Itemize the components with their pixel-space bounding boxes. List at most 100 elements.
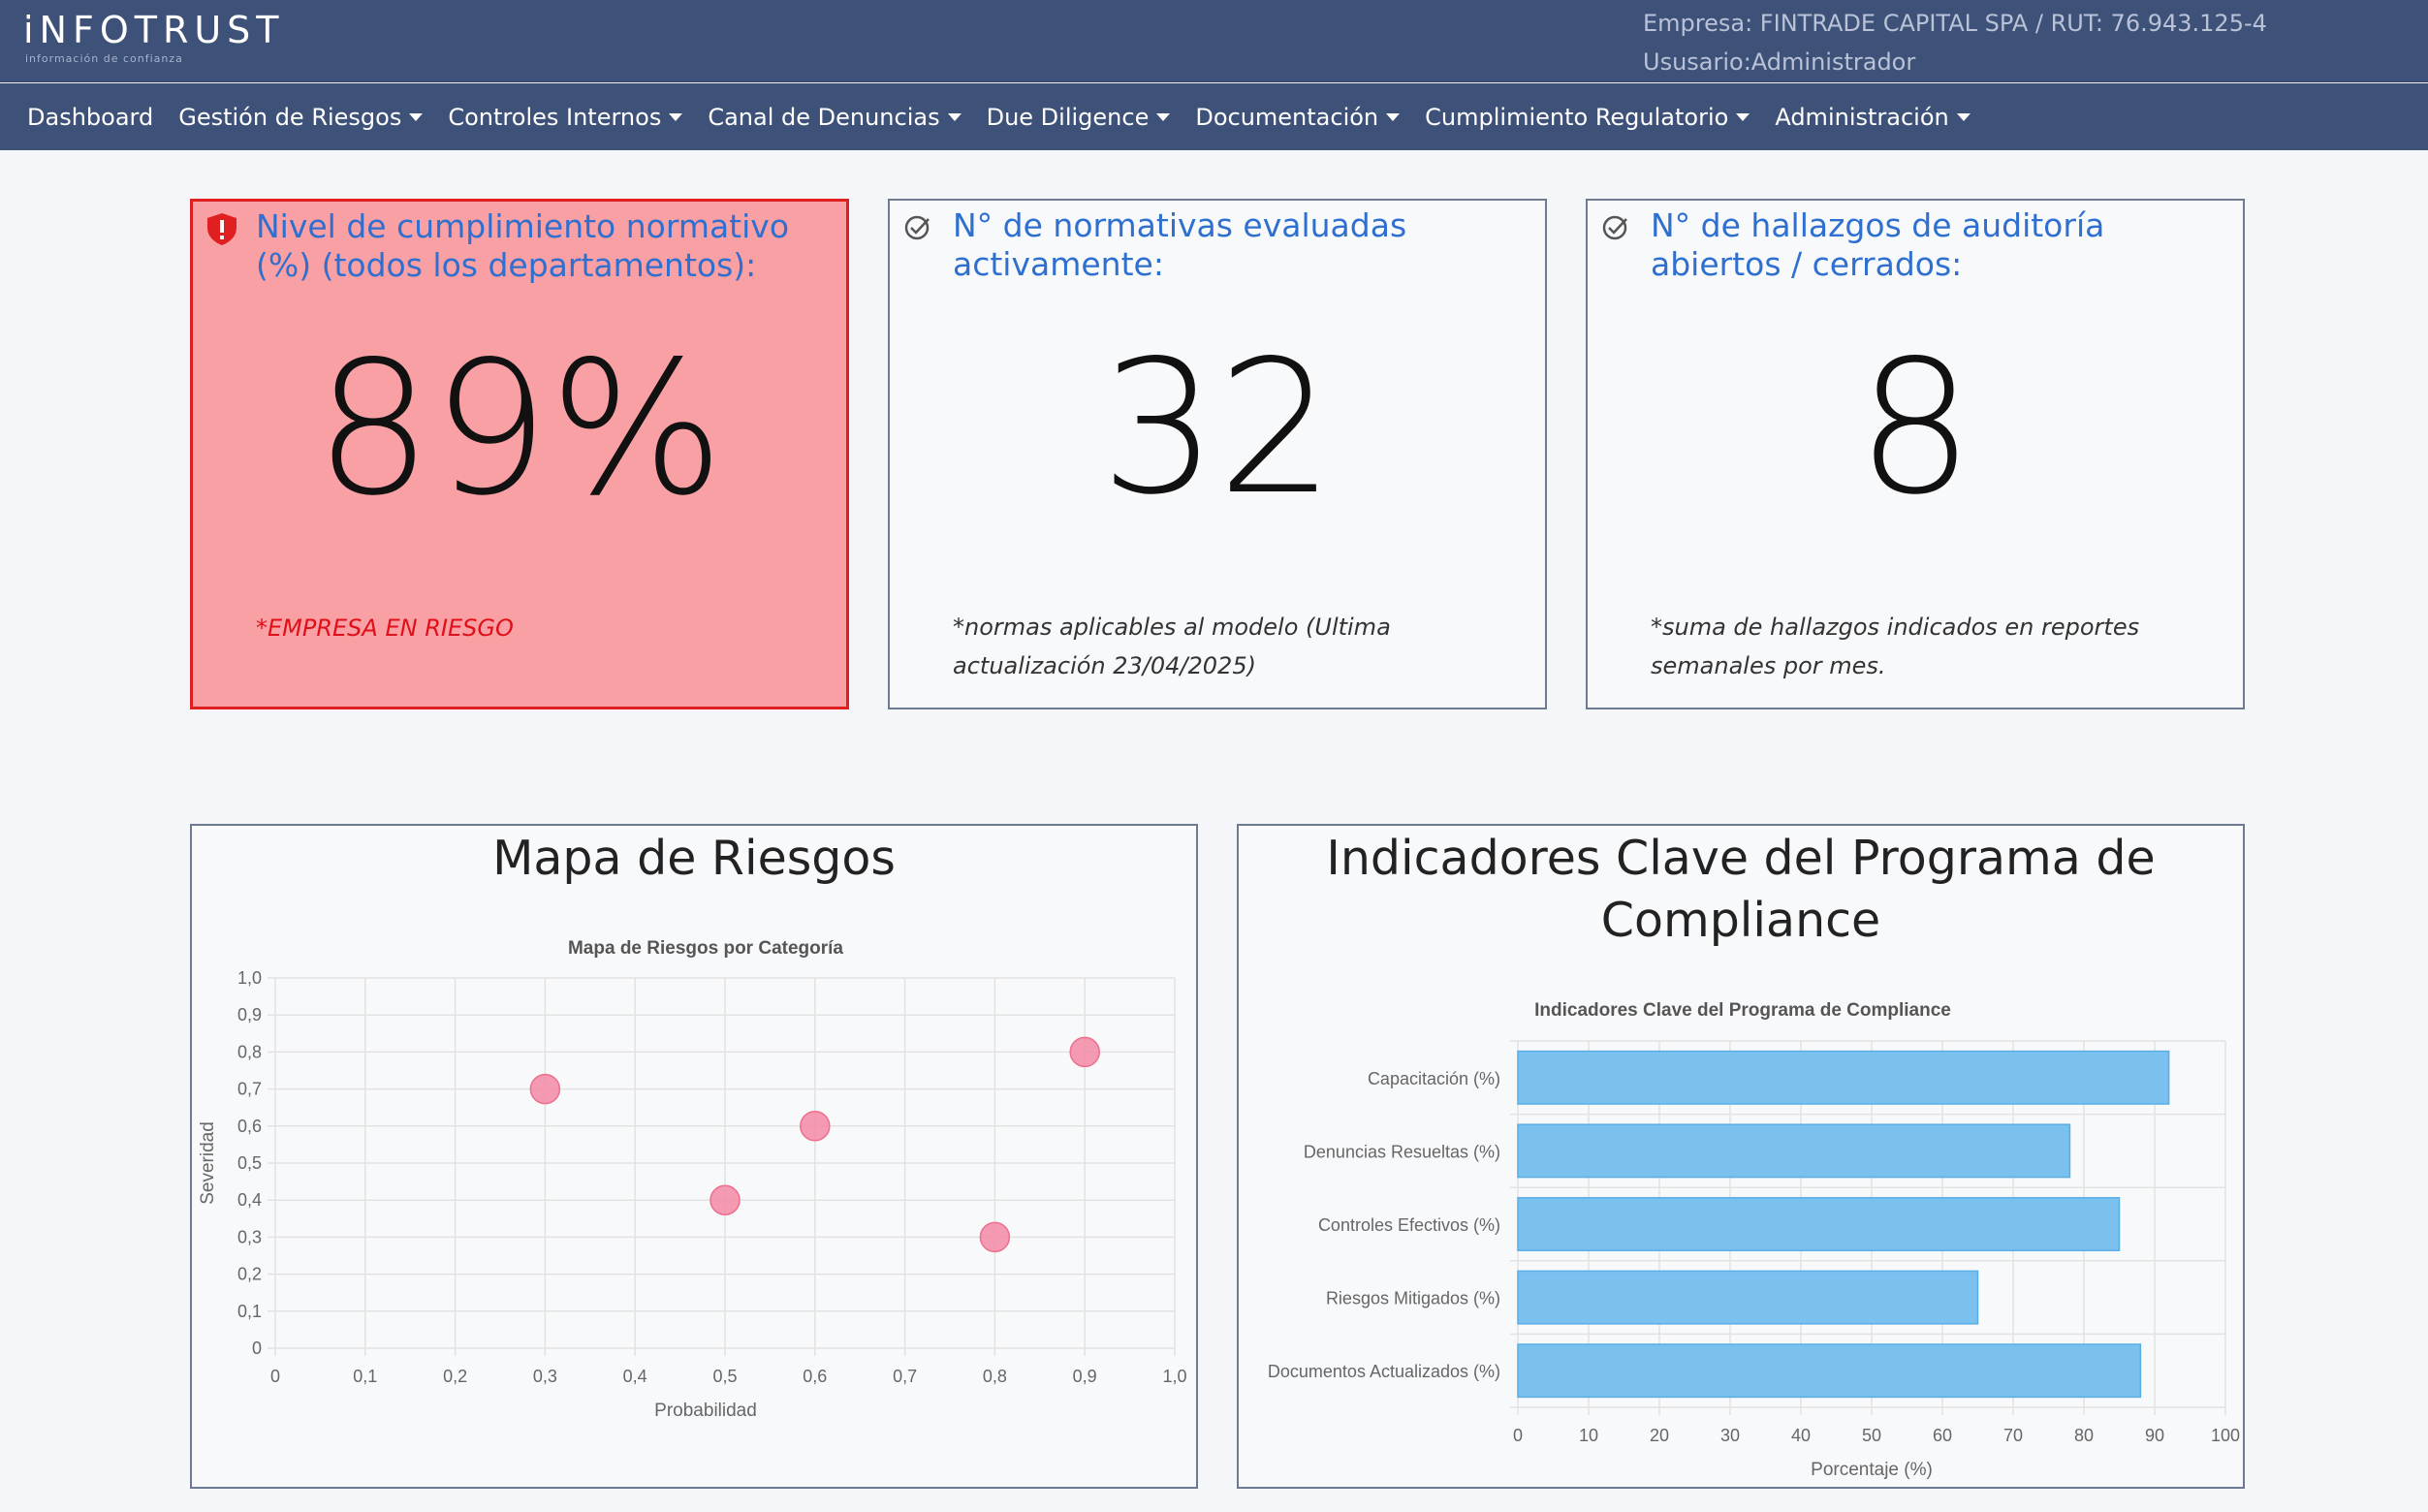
company-line: Empresa: FINTRADE CAPITAL SPA / RUT: 76.… (1643, 10, 2267, 37)
risk-point (709, 1184, 741, 1215)
risk-map-panel: Mapa de Riesgos Mapa de Riesgos por Cate… (190, 824, 1198, 1489)
x-tick-label: 1,0 (1162, 1367, 1186, 1386)
nav-item-label: Controles Internos (448, 103, 662, 131)
kpi-note: *normas aplicables al modelo (Ultima act… (953, 614, 1391, 679)
nav-item-gestion-de-riesgos[interactable]: Gestión de Riesgos (178, 103, 424, 131)
indicator-bar (1517, 1050, 2170, 1105)
nav-item-controles-internos[interactable]: Controles Internos (448, 103, 683, 131)
y-category-label: Denuncias Resueltas (%) (1304, 1142, 1500, 1161)
nav-item-due-diligence[interactable]: Due Diligence (987, 104, 1171, 131)
x-tick-label: 70 (2003, 1426, 2023, 1445)
x-tick-label: 0,9 (1073, 1367, 1097, 1386)
logo-tagline: información de confianza (25, 52, 183, 65)
risk-point (1069, 1036, 1100, 1068)
caret-down-icon (1736, 112, 1750, 121)
kpi-card-findings: N° de hallazgos de auditoría abiertos / … (1586, 199, 2245, 709)
x-tick-label: 0,2 (443, 1367, 467, 1386)
x-tick-label: 80 (2074, 1426, 2094, 1445)
y-tick-label: 0,4 (237, 1190, 262, 1210)
nav-item-dashboard[interactable]: Dashboard (27, 104, 153, 131)
y-tick-label: 0,9 (237, 1005, 262, 1024)
top-header: iNFOTRUST información de confianza Empre… (0, 0, 2428, 82)
nav-item-label: Cumplimiento Regulatorio (1425, 103, 1729, 131)
x-tick-label: 40 (1791, 1426, 1811, 1445)
y-tick-label: 0,7 (237, 1080, 262, 1099)
x-tick-label: 90 (2145, 1426, 2164, 1445)
x-tick-label: 0,8 (983, 1367, 1007, 1386)
main-navbar: Dashboard Gestión de Riesgos Controles Int… (0, 83, 2428, 150)
y-tick-label: 0,3 (237, 1227, 262, 1246)
kpi-title: N° de normativas evaluadas activamente: (953, 206, 1407, 283)
nav-item-label: Administración (1775, 103, 1949, 131)
risk-point (979, 1221, 1011, 1253)
kpi-bar-chart[interactable]: Indicadores Clave del Programa de Compli… (1239, 826, 2243, 1487)
nav-item-label: Documentación (1195, 103, 1379, 131)
y-category-label: Capacitación (%) (1368, 1069, 1500, 1088)
nav-item-cumplimiento-regulatorio[interactable]: Cumplimiento Regulatorio (1425, 104, 1750, 131)
logo-text: iNFOTRUST (23, 9, 285, 51)
nav-item-documentacion[interactable]: Documentación (1195, 103, 1401, 131)
kpi-note: *suma de hallazgos indicados en reportes… (1651, 614, 2140, 679)
x-tick-label: 0,4 (623, 1367, 647, 1386)
caret-down-icon (947, 112, 962, 121)
x-tick-label: 20 (1650, 1426, 1669, 1445)
y-tick-label: 0,6 (237, 1117, 262, 1136)
kpi-title: N° de hallazgos de auditoría abiertos / … (1651, 206, 2105, 283)
chart-title: Mapa de Riesgos por Categoría (568, 938, 843, 959)
x-tick-label: 0 (1513, 1426, 1523, 1445)
risk-point (800, 1111, 831, 1142)
x-tick-label: 10 (1579, 1426, 1598, 1445)
user-line: Ususario:Administrador (1643, 48, 1916, 76)
risk-point (529, 1073, 561, 1105)
x-tick-label: 30 (1720, 1426, 1740, 1445)
caret-down-icon (1386, 112, 1401, 121)
y-tick-label: 0,5 (237, 1153, 262, 1173)
indicator-bar (1517, 1270, 1979, 1325)
x-tick-label: 0,1 (353, 1367, 377, 1386)
kpi-value: 32 (1100, 321, 1335, 535)
x-tick-label: 0 (270, 1367, 280, 1386)
kpi-card-compliance: Nivel de cumplimiento normativo (%) (tod… (190, 199, 849, 709)
panel-title: Mapa de Riesgos (492, 831, 896, 886)
nav-item-canal-de-denuncias[interactable]: Canal de Denuncias (708, 103, 962, 131)
x-tick-label: 100 (2211, 1426, 2240, 1445)
x-tick-label: 0,6 (803, 1367, 827, 1386)
kpi-program-panel: Indicadores Clave del Programa de Compli… (1237, 824, 2245, 1489)
y-axis-label: Severidad (198, 1121, 218, 1205)
x-tick-label: 0,5 (712, 1367, 737, 1386)
kpi-title: Nivel de cumplimiento normativo (%) (tod… (256, 207, 790, 284)
check-badge-icon (1602, 215, 1627, 240)
y-tick-label: 0,1 (237, 1302, 262, 1321)
nav-item-label: Due Diligence (986, 103, 1150, 131)
x-tick-label: 50 (1862, 1426, 1881, 1445)
y-category-label: Documentos Actualizados (%) (1268, 1362, 1500, 1381)
infotrust-logo[interactable]: iNFOTRUST información de confianza (23, 10, 285, 65)
x-axis-label: Probabilidad (654, 1401, 757, 1421)
caret-down-icon (1156, 112, 1171, 121)
nav-item-label: Dashboard (27, 103, 154, 131)
x-axis-label: Porcentaje (%) (1811, 1460, 1933, 1480)
y-tick-label: 1,0 (237, 968, 262, 988)
x-tick-label: 0,3 (533, 1367, 557, 1386)
nav-item-administracion[interactable]: Administración (1775, 103, 1971, 131)
indicator-bar (1517, 1343, 2142, 1399)
shield-alert-icon (207, 213, 236, 245)
y-tick-label: 0,2 (237, 1265, 262, 1284)
nav-item-label: Canal de Denuncias (708, 103, 940, 131)
panel-title: Indicadores Clave del Programa de Compli… (1326, 831, 2156, 948)
kpi-card-regulations: N° de normativas evaluadas activamente: … (888, 199, 1547, 709)
indicator-bar (1517, 1197, 2121, 1251)
caret-down-icon (1956, 112, 1971, 121)
kpi-note: *EMPRESA EN RIESGO (256, 614, 514, 642)
nav-item-label: Gestión de Riesgos (178, 103, 402, 131)
x-tick-label: 60 (1933, 1426, 1952, 1445)
y-tick-label: 0 (252, 1339, 262, 1358)
indicator-bar (1517, 1123, 2071, 1179)
risk-scatter-chart[interactable]: Mapa de Riesgos por Categoría 0 0,1 0,2 0,3 0… (192, 826, 1196, 1487)
company-info: Empresa: FINTRADE CAPITAL SPA / RUT: 76.… (1643, 4, 2267, 81)
y-tick-label: 0,8 (237, 1042, 262, 1061)
x-tick-label: 0,7 (893, 1367, 917, 1386)
caret-down-icon (409, 112, 424, 121)
kpi-value: 8 (1856, 321, 1974, 535)
chart-title: Indicadores Clave del Programa de Compli… (1534, 1000, 1951, 1021)
